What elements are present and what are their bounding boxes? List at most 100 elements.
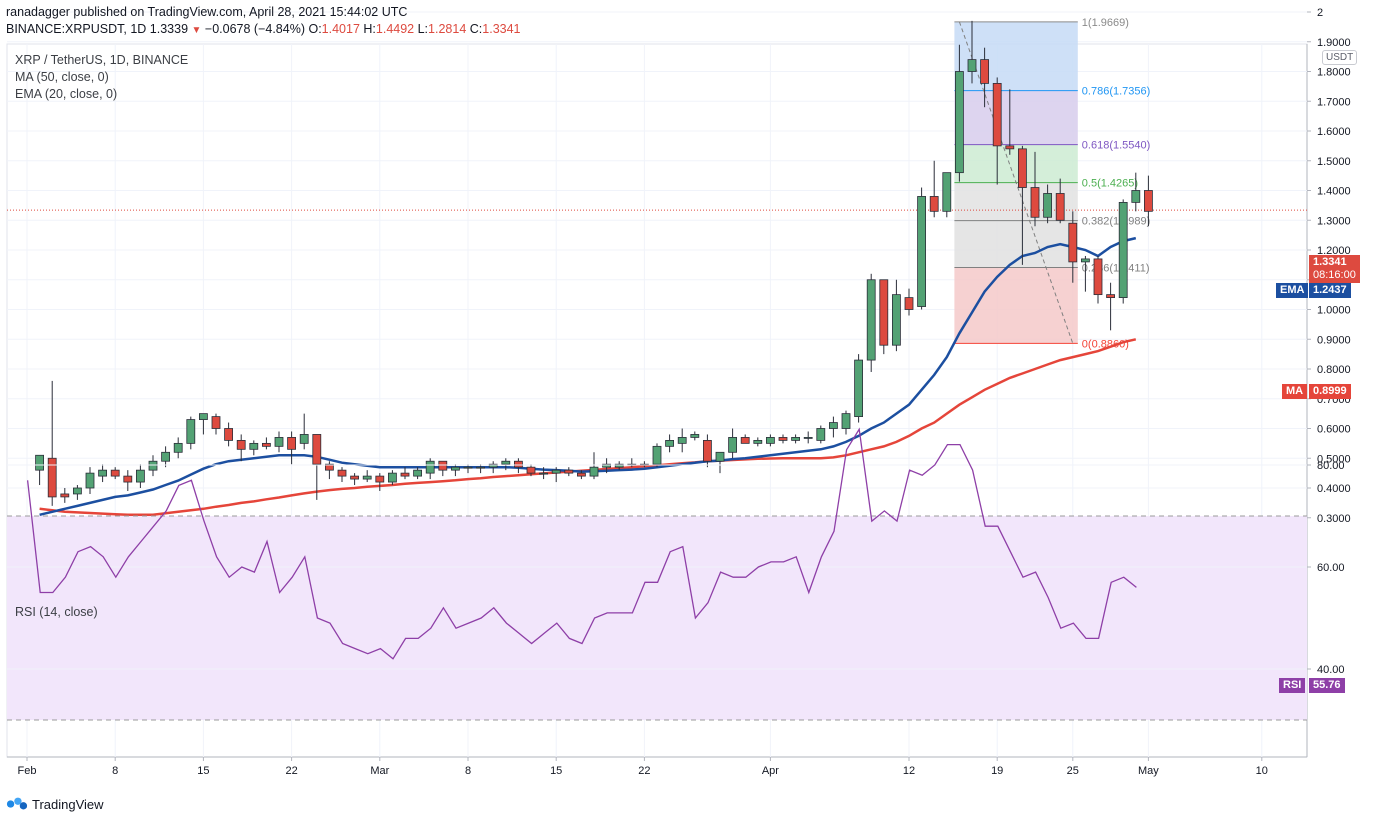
fibonacci-retracement[interactable]: 1(1.9669) 0.786(1.7356) 0.618(1.5540) 0.5(1… [954, 17, 1150, 351]
candle-body [1030, 187, 1040, 218]
candle-body [564, 469, 574, 474]
ema-name-tag: EMA [1276, 283, 1309, 298]
down-arrow-icon: ▼ [191, 25, 202, 36]
candle-body [665, 439, 674, 447]
price-tick-label: 1.9000 [1317, 37, 1351, 49]
candle-body [778, 437, 788, 441]
candle-body [677, 437, 687, 444]
candle-body [350, 475, 360, 480]
candle-body [929, 196, 939, 212]
fib-level-label: 1(1.9669) [1082, 17, 1129, 29]
time-tick-label: 25 [1067, 765, 1079, 777]
candle-body [261, 442, 271, 447]
price-tick-label: 1.7000 [1317, 96, 1351, 108]
candle-body [488, 463, 498, 468]
countdown: 08:16:00 [1313, 269, 1356, 281]
candle-body [816, 428, 826, 441]
high-value: 1.4492 [375, 22, 415, 36]
candle-body [526, 466, 536, 474]
rsi-value-tag: 55.76 [1309, 678, 1345, 693]
price-tick-label: 1.4000 [1317, 186, 1351, 198]
candle-body [249, 442, 259, 450]
candle-body [501, 460, 511, 465]
candle-body [98, 469, 107, 477]
candle-body [904, 297, 914, 310]
candle-body [577, 472, 586, 477]
candle-body [614, 463, 624, 468]
candle-body [387, 472, 397, 483]
moving-averages [7, 209, 1307, 517]
price-tick-label: 1.5000 [1317, 156, 1351, 168]
time-tick-label: Apr [762, 765, 779, 777]
currency-badge[interactable]: USDT [1322, 50, 1358, 65]
chart-title-legend[interactable]: XRP / TetherUS, 1D, BINANCE [15, 53, 189, 67]
candle-body [438, 460, 448, 471]
time-tick-label: Feb [18, 765, 37, 777]
candle-body [841, 413, 851, 429]
axes: 2 1.9000 1.8000 1.7000 1.6000 1.5000 1.4000 1.3… [18, 7, 1351, 777]
rsi-line [26, 427, 1137, 660]
candle-body [299, 434, 309, 444]
candle-body [1093, 258, 1103, 296]
candle-body [476, 466, 486, 469]
candle-body [198, 413, 208, 420]
fib-zone [954, 21, 1078, 91]
rsi-legend[interactable]: RSI (14, close) [15, 605, 98, 619]
candle-body [110, 469, 120, 477]
time-tick-label: Mar [370, 765, 389, 777]
candle-body [1081, 258, 1090, 263]
ma-name-tag: MA [1282, 384, 1308, 399]
candle-body [1005, 145, 1015, 150]
candle-body [992, 83, 1002, 147]
candle-body [60, 493, 70, 498]
candle-body [829, 422, 838, 429]
fib-level-label: 0.5(1.4265) [1082, 178, 1138, 190]
candle-body [955, 71, 964, 174]
candle-body [791, 437, 800, 441]
candle-body [425, 460, 435, 474]
rsi-tick-label: 80.00 [1317, 460, 1345, 472]
candle-body [1043, 193, 1052, 218]
fib-level-label: 0.786(1.7356) [1082, 86, 1151, 98]
time-tick-label: 22 [285, 765, 297, 777]
candle-body [35, 454, 44, 471]
candle-body [942, 172, 952, 212]
time-tick-label: May [1138, 765, 1159, 777]
candle-body [1106, 294, 1115, 298]
candle-body [47, 457, 57, 498]
candle-body [740, 437, 750, 444]
brand-name: TradingView [32, 796, 104, 812]
candle-body [803, 437, 813, 439]
candle-body [186, 419, 196, 444]
symbol-ohlc-line: BINANCE:XRPUSDT, 1D 1.3339 ▼ −0.0678 (−4… [6, 22, 521, 36]
candle-body [211, 416, 221, 429]
candle-body [539, 472, 548, 475]
candle-body [324, 463, 334, 471]
price-tick-label: 0.6000 [1317, 424, 1351, 436]
fib-level-label: 0.618(1.5540) [1082, 140, 1151, 152]
candle-body [85, 472, 95, 489]
candle-body [1144, 190, 1153, 212]
ema-20-line [39, 236, 1137, 517]
candle-body [463, 466, 473, 469]
ma-legend[interactable]: MA (50, close, 0) [15, 70, 109, 84]
fib-level-label: 0(0.8860) [1082, 338, 1129, 350]
time-tick-label: 15 [550, 765, 562, 777]
price-tick-label: 1.2000 [1317, 245, 1351, 257]
candle-body [400, 472, 410, 477]
close-value: 1.3341 [482, 22, 521, 36]
candle-body [224, 428, 234, 441]
price-tag: 1.3341 08:16:00 [1309, 255, 1360, 283]
price-tick-label: 0.3000 [1317, 513, 1351, 525]
ema-legend[interactable]: EMA (20, close, 0) [15, 87, 118, 101]
candle-body [450, 466, 460, 471]
price-change: −0.0678 (−4.84%) [204, 22, 305, 36]
time-tick-label: 8 [112, 765, 118, 777]
candle-body [1018, 148, 1027, 188]
candle-body [602, 463, 611, 468]
candle-body [766, 437, 775, 444]
candle-body [135, 469, 145, 483]
tradingview-logo[interactable]: TradingView [6, 796, 104, 812]
candle-body [980, 59, 989, 84]
